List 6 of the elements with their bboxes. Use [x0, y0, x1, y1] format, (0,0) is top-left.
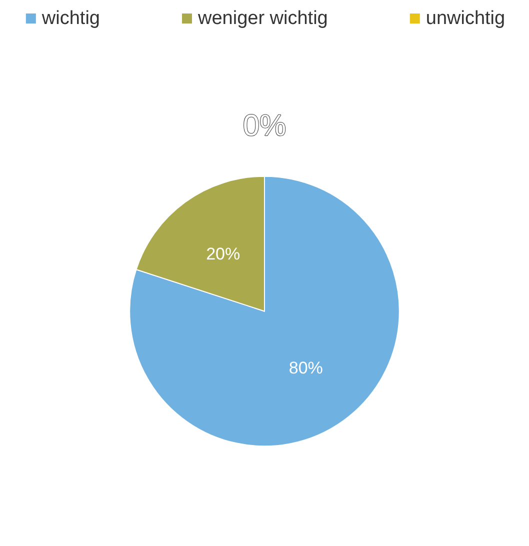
legend-label: unwichtig: [426, 8, 506, 29]
text: 0%: [242, 109, 286, 142]
data-label: 80%: [288, 358, 323, 378]
data-label: 20%: [206, 244, 240, 264]
legend-label: weniger wichtig: [196, 8, 328, 29]
legend-label: wichtig: [40, 8, 100, 29]
